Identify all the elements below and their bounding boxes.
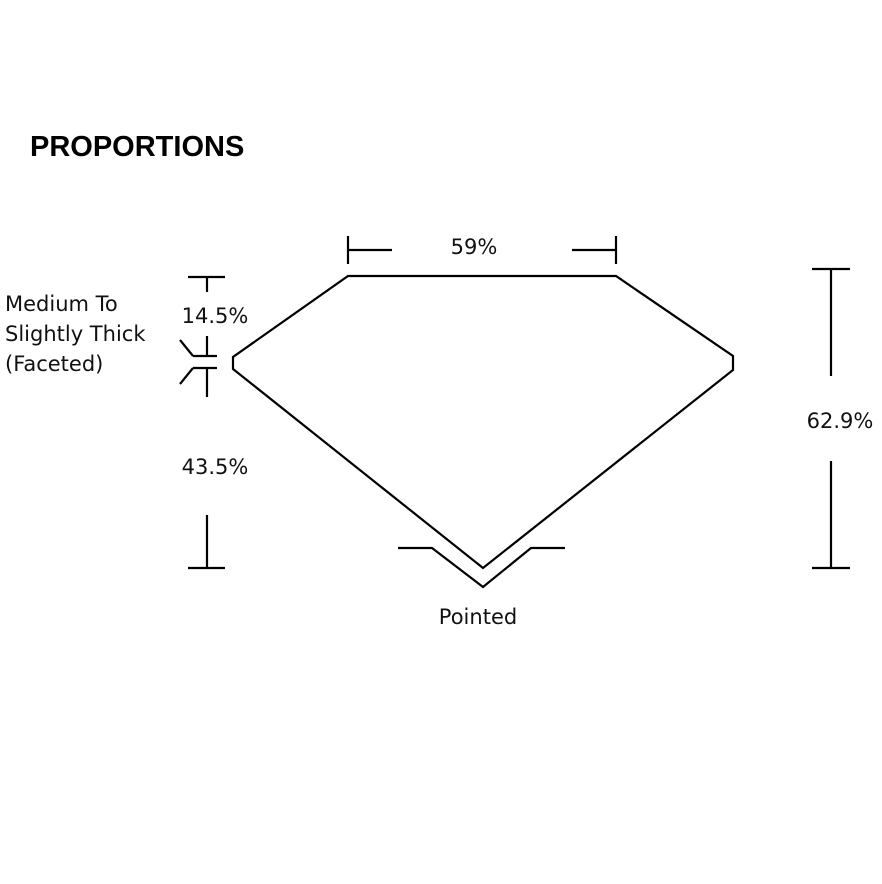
- table-dimension: 59%: [346, 235, 618, 264]
- crown-label: 14.5%: [182, 304, 249, 328]
- girdle-label: Medium To Slightly Thick (Faceted): [5, 292, 146, 376]
- page-title: PROPORTIONS: [30, 131, 245, 163]
- svg-text:Medium To: Medium To: [5, 292, 118, 316]
- svg-text:Slightly Thick: Slightly Thick: [5, 322, 146, 346]
- pavilion-label: 43.5%: [182, 455, 249, 479]
- diamond-outline: [231, 274, 735, 570]
- table-label: 59%: [451, 235, 498, 259]
- culet-label: Pointed: [439, 605, 517, 629]
- culet-indicator: Pointed: [398, 546, 565, 629]
- svg-text:(Faceted): (Faceted): [5, 352, 103, 376]
- depth-dimension: 62.9%: [807, 267, 874, 570]
- crown-dimension: 14.5%: [179, 275, 249, 358]
- pavilion-dimension: 43.5%: [179, 366, 249, 570]
- depth-label: 62.9%: [807, 409, 874, 433]
